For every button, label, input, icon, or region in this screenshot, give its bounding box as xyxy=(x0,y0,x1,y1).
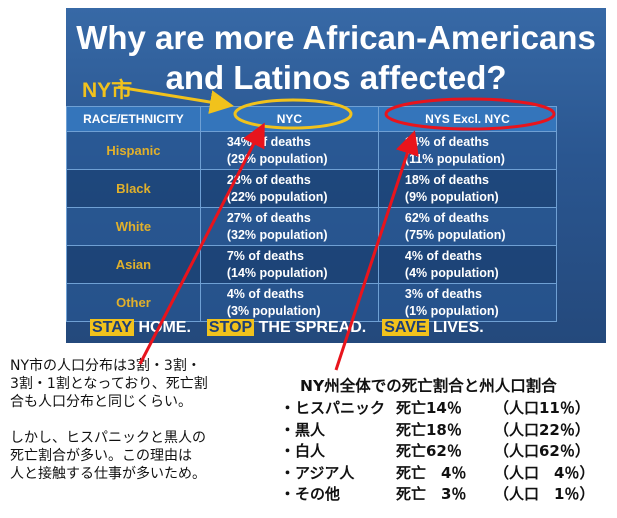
item-label: ・アジア人 xyxy=(280,463,355,482)
nys-population: (1% population) xyxy=(404,303,499,318)
nyc-cell: 28% of deaths (22% population) xyxy=(199,169,379,208)
nyc-cell: 4% of deaths (3% population) xyxy=(199,283,379,322)
nys-population: (75% population) xyxy=(404,227,506,242)
footer-slogan: STAY HOME. STOP THE SPREAD. SAVE LIVES. xyxy=(90,319,484,337)
slide-title-line-1: Why are more African-Americans xyxy=(76,19,596,56)
nys-deaths: 18% of deaths xyxy=(404,172,489,187)
header-nys-excl-nyc: NYS Excl. NYC xyxy=(377,106,558,132)
item-death: 死亡14％ xyxy=(396,399,462,417)
nys-cell: 62% of deaths (75% population) xyxy=(377,207,558,246)
header-nyc: NYC xyxy=(199,106,379,132)
race-cell: Other xyxy=(66,283,201,322)
item-population: （人口 4％） xyxy=(494,463,595,482)
race-cell: Black xyxy=(66,169,201,208)
nyc-population: (32% population) xyxy=(226,227,328,242)
list-item: ・ヒスパニック 死亡14％ （人口11％） xyxy=(280,398,594,420)
nyc-deaths: 27% of deaths xyxy=(226,210,311,225)
race-cell: Asian xyxy=(66,245,201,284)
nys-population: (9% population) xyxy=(404,189,499,204)
table-row: Other 4% of deaths (3% population) 3% of … xyxy=(66,283,558,322)
table-header-row: RACE/ETHNICITY NYC NYS Excl. NYC xyxy=(66,106,558,132)
item-label: ・ヒスパニック xyxy=(280,399,386,417)
nys-population: (4% population) xyxy=(404,265,499,280)
nys-cell: 18% of deaths (9% population) xyxy=(377,169,558,208)
item-label: ・白人 xyxy=(280,442,326,460)
nyc-cell: 34% of deaths (29% population) xyxy=(199,131,379,170)
deaths-by-race-table: RACE/ETHNICITY NYC NYS Excl. NYC Hispani… xyxy=(66,106,558,322)
slogan-home: HOME. xyxy=(134,319,191,336)
slogan-stop: STOP xyxy=(206,319,255,336)
nyc-deaths: 34% of deaths xyxy=(226,134,311,149)
slogan-spread: THE SPREAD. xyxy=(254,319,367,336)
list-item: ・白人 死亡62％ （人口62％） xyxy=(280,441,594,463)
item-death: 死亡18％ xyxy=(396,420,462,439)
nys-summary-heading: NY州全体での死亡割合と州人口割合 xyxy=(300,377,557,395)
table-row: White 27% of deaths (32% population) 62% … xyxy=(66,207,558,246)
item-population: （人口62％） xyxy=(494,442,590,460)
race-cell: Hispanic xyxy=(66,131,201,170)
item-label: ・黒人 xyxy=(280,420,326,439)
nys-population: (11% population) xyxy=(404,151,505,166)
nyc-deaths: 4% of deaths xyxy=(226,286,304,301)
slide-title: Why are more African-Americans and Latin… xyxy=(66,18,606,98)
nyc-annotation-label: NY市 xyxy=(82,79,133,102)
item-death: 死亡62％ xyxy=(396,442,462,460)
slogan-lives: LIVES. xyxy=(428,319,484,336)
nyc-analysis-note: NY市の人口分布は3割・3割・ 3割・1割となっており、死亡割 合も人口分布と同… xyxy=(10,357,255,501)
item-population: （人口11％） xyxy=(494,399,590,417)
nys-deaths: 3% of deaths xyxy=(404,286,483,301)
item-label: ・その他 xyxy=(280,485,341,503)
race-cell: White xyxy=(66,207,201,246)
slogan-stay: STAY xyxy=(90,319,135,336)
table-row: Asian 7% of deaths (14% population) 4% of… xyxy=(66,245,558,284)
nys-cell: 14% of deaths (11% population) xyxy=(377,131,558,170)
item-death: 死亡 3％ xyxy=(396,485,467,503)
list-item: ・黒人 死亡18％ （人口22％） xyxy=(280,420,594,442)
item-population: （人口 1％） xyxy=(494,485,595,503)
slogan-save: SAVE xyxy=(382,319,429,336)
nyc-cell: 27% of deaths (32% population) xyxy=(199,207,379,246)
nyc-population: (3% population) xyxy=(226,303,321,318)
nys-summary-list: ・ヒスパニック 死亡14％ （人口11％） ・黒人 死亡18％ （人口22％） ・白人死… xyxy=(280,398,594,506)
nys-cell: 4% of deaths (4% population) xyxy=(377,245,558,284)
note-paragraph-1: NY市の人口分布は3割・3割・ 3割・1割となっており、死亡割 合も人口分布と同… xyxy=(10,358,208,410)
nyc-cell: 7% of deaths (14% population) xyxy=(199,245,379,284)
list-item: ・その他 死亡 3％ （人口 1％） xyxy=(280,484,594,506)
nys-deaths: 14% of deaths xyxy=(404,134,489,149)
nyc-population: (29% population) xyxy=(226,151,328,166)
list-item: ・アジア人 死亡 4％ （人口 4％） xyxy=(280,463,594,485)
note-paragraph-2: しかし、ヒスパニックと黒人の 死亡割合が多い。この理由は 人と接触する仕事が多い… xyxy=(10,430,206,482)
nyc-deaths: 28% of deaths xyxy=(226,172,311,187)
nyc-deaths: 7% of deaths xyxy=(226,248,304,263)
nyc-population: (22% population) xyxy=(226,189,328,204)
item-death: 死亡 4％ xyxy=(396,463,467,482)
table-row: Black 28% of deaths (22% population) 18% … xyxy=(66,169,558,208)
nys-deaths: 62% of deaths xyxy=(404,210,489,225)
header-race: RACE/ETHNICITY xyxy=(66,106,201,132)
nyc-population: (14% population) xyxy=(226,265,328,280)
nys-cell: 3% of deaths (1% population) xyxy=(377,283,558,322)
briefing-slide: Why are more African-Americans and Latin… xyxy=(66,8,606,343)
item-population: （人口22％） xyxy=(494,420,590,439)
nys-deaths: 4% of deaths xyxy=(404,248,483,263)
slide-title-line-2: and Latinos affected? xyxy=(165,59,507,96)
table-row: Hispanic 34% of deaths (29% population) 1… xyxy=(66,131,558,170)
